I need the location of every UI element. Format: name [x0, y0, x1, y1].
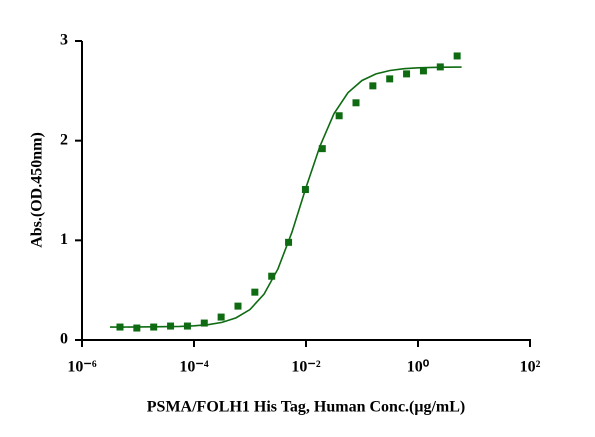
- data-point: [133, 324, 141, 332]
- data-point: [403, 70, 411, 78]
- data-point: [167, 322, 175, 330]
- data-point: [386, 75, 394, 83]
- y-tick-label: 2: [60, 131, 68, 148]
- data-point: [352, 99, 360, 107]
- x-tick-label: 10⁻⁴: [179, 359, 208, 376]
- data-point: [369, 82, 377, 90]
- data-point: [200, 319, 208, 327]
- data-point: [436, 63, 444, 71]
- data-point: [335, 112, 343, 120]
- data-point: [183, 322, 191, 330]
- x-axis-label: PSMA/FOLH1 His Tag, Human Conc.(μg/mL): [147, 399, 465, 416]
- data-point: [251, 288, 259, 296]
- y-tick-label: 3: [60, 32, 68, 49]
- data-point: [285, 238, 293, 246]
- x-tick-label: 10⁻⁶: [67, 359, 96, 376]
- data-point: [419, 67, 427, 75]
- fit-curve: [109, 66, 462, 328]
- x-tick-label: 10²: [520, 359, 541, 376]
- y-axis-label: Abs.(OD.450nm): [29, 132, 46, 248]
- data-point: [301, 186, 309, 194]
- y-tick-label: 0: [60, 331, 68, 348]
- data-point: [234, 302, 242, 310]
- data-point: [150, 323, 158, 331]
- x-tick-label: 10⁻²: [291, 359, 320, 376]
- data-point: [268, 272, 276, 280]
- data-point: [318, 145, 326, 153]
- data-point: [217, 313, 225, 321]
- data-point: [116, 323, 124, 331]
- y-tick-label: 1: [60, 231, 68, 248]
- x-tick-label: 10⁰: [407, 359, 430, 376]
- data-point: [453, 52, 461, 60]
